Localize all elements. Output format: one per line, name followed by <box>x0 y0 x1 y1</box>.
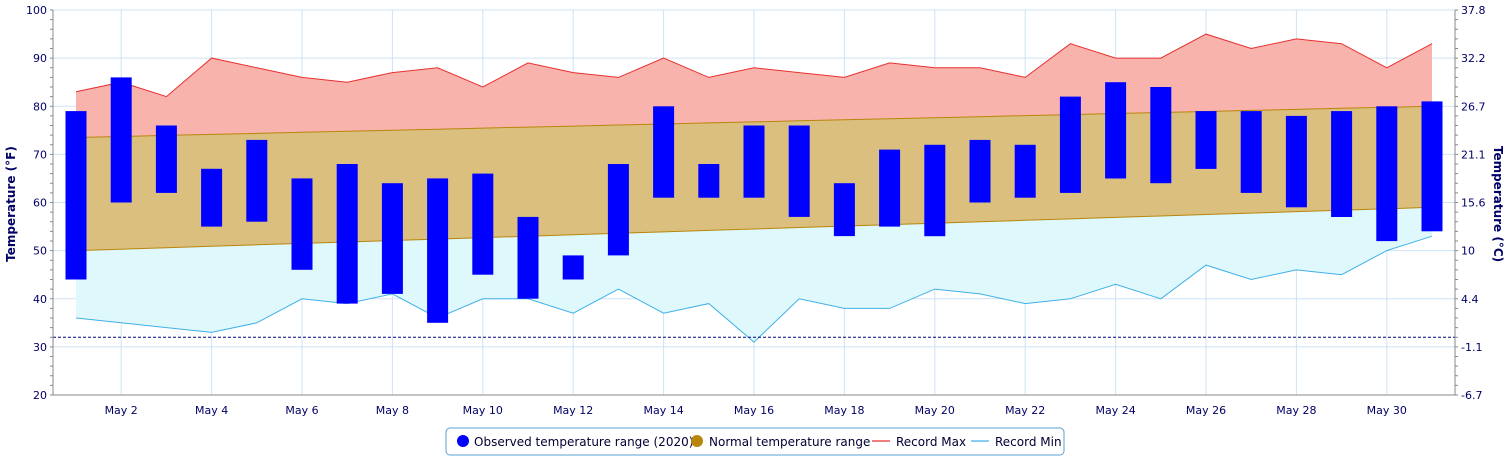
x-tick-label: May 12 <box>553 404 593 417</box>
record-min-area <box>76 207 1432 343</box>
legend-record-max-label[interactable]: Record Max <box>896 435 966 449</box>
left-tick-label: 40 <box>33 293 47 306</box>
legend-observed-swatch <box>457 435 469 447</box>
observed-bar <box>381 183 403 294</box>
x-tick-label: May 28 <box>1276 404 1316 417</box>
bar-layer <box>65 77 1443 323</box>
legend-normal-label[interactable]: Normal temperature range <box>709 435 870 449</box>
observed-bar <box>246 139 268 222</box>
left-tick-label: 100 <box>26 4 47 17</box>
legend-box <box>445 427 1065 456</box>
observed-bar <box>788 125 810 217</box>
left-tick-label: 60 <box>33 197 47 210</box>
observed-bar <box>291 178 313 270</box>
right-tick-label: -1.1 <box>1461 341 1482 354</box>
observed-bar <box>879 149 901 227</box>
observed-bar <box>1240 111 1262 193</box>
left-tick-label: 90 <box>33 52 47 65</box>
record-max-line <box>75 33 1433 98</box>
left-tick-label: 20 <box>33 389 47 402</box>
observed-bar <box>562 255 584 280</box>
observed-bar <box>1376 106 1398 242</box>
observed-bar <box>924 144 946 237</box>
x-tick-label: May 18 <box>824 404 864 417</box>
right-axis-title: Temperature (°C) <box>1491 146 1505 262</box>
x-tick-label: May 2 <box>105 404 138 417</box>
axis-layer: 20 -6.7 30 -1.1 40 4.4 50 10 60 15.6 70 21.1 80 26.7 9… <box>26 4 1486 417</box>
x-tick-label: May 10 <box>463 404 503 417</box>
observed-bar <box>110 77 132 203</box>
x-tick-label: May 26 <box>1186 404 1226 417</box>
right-tick-label: 32.2 <box>1461 52 1486 65</box>
observed-bar <box>653 106 675 198</box>
x-tick-label: May 22 <box>1005 404 1045 417</box>
record-min-line <box>75 235 1433 343</box>
observed-bar <box>833 183 855 237</box>
record-max-area <box>76 34 1432 138</box>
observed-bar <box>1105 82 1127 179</box>
right-tick-label: 4.4 <box>1461 293 1479 306</box>
observed-bar <box>517 216 539 299</box>
observed-bar <box>969 139 991 203</box>
x-tick-label: May 6 <box>285 404 318 417</box>
observed-bar <box>472 173 494 275</box>
observed-bar <box>607 164 629 256</box>
x-tick-label: May 4 <box>195 404 228 417</box>
x-tick-label: May 24 <box>1095 404 1135 417</box>
observed-bar <box>1150 87 1172 184</box>
observed-bar <box>427 178 449 323</box>
observed-bar <box>743 125 765 198</box>
right-tick-label: 26.7 <box>1461 100 1486 113</box>
observed-bar <box>1285 115 1307 208</box>
observed-bar <box>201 168 223 227</box>
right-tick-label: 37.8 <box>1461 4 1486 17</box>
observed-bar <box>65 111 87 280</box>
right-tick-label: 21.1 <box>1461 148 1486 161</box>
observed-bar <box>1014 144 1036 198</box>
x-tick-label: May 14 <box>643 404 683 417</box>
x-tick-label: May 20 <box>915 404 955 417</box>
right-tick-label: 15.6 <box>1461 197 1486 210</box>
right-tick-label: -6.7 <box>1461 389 1482 402</box>
legend-observed-label[interactable]: Observed temperature range (2020) <box>474 435 693 449</box>
observed-bar <box>698 164 720 198</box>
observed-bar <box>1421 101 1443 232</box>
observed-bar <box>1331 111 1353 217</box>
left-axis-title: Temperature (°F) <box>4 146 18 262</box>
left-tick-label: 50 <box>33 245 47 258</box>
left-tick-label: 70 <box>33 148 47 161</box>
left-tick-label: 80 <box>33 100 47 113</box>
right-tick-label: 10 <box>1461 245 1475 258</box>
left-tick-label: 30 <box>33 341 47 354</box>
observed-bar <box>155 125 177 193</box>
x-tick-label: May 16 <box>734 404 774 417</box>
observed-bar <box>1195 111 1217 169</box>
legend: Observed temperature range (2020) Normal… <box>445 427 1065 456</box>
x-tick-label: May 8 <box>376 404 409 417</box>
observed-bar <box>1059 96 1081 193</box>
legend-normal-swatch <box>691 435 703 447</box>
x-tick-label: May 30 <box>1367 404 1407 417</box>
observed-bar <box>336 164 358 304</box>
legend-record-min-label[interactable]: Record Min <box>995 435 1062 449</box>
